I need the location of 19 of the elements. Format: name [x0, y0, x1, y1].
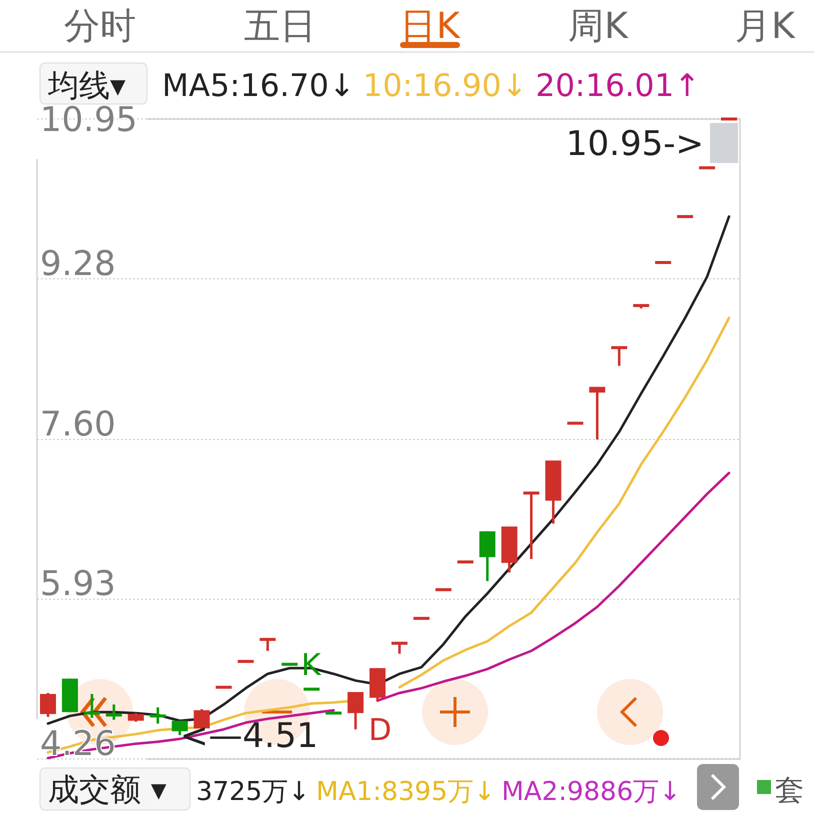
- annotation: <—4.51: [180, 716, 318, 756]
- annotation: D: [368, 713, 392, 748]
- text: 周K: [568, 6, 630, 47]
- text: 月K: [735, 6, 796, 47]
- text: 五日: [244, 6, 316, 47]
- text: 套: [775, 773, 804, 807]
- text: 10:16.90↓: [362, 68, 528, 104]
- text: MA5:16.70↓: [162, 68, 355, 104]
- y-tick-label: 9.28: [40, 244, 116, 284]
- text: 20:16.01↑: [535, 68, 700, 104]
- text: MA2:9886万↓: [501, 777, 681, 807]
- y-tick-label: 7.60: [40, 404, 116, 444]
- text: 成交额 ▾: [48, 772, 167, 808]
- text: 日K: [400, 6, 462, 47]
- y-tick-label: 5.93: [40, 564, 116, 604]
- text: MA1:8395万↓: [316, 777, 496, 807]
- annotation: 10.95->: [566, 124, 704, 164]
- text: 3725万↓: [196, 777, 310, 807]
- text: 分时: [64, 6, 136, 47]
